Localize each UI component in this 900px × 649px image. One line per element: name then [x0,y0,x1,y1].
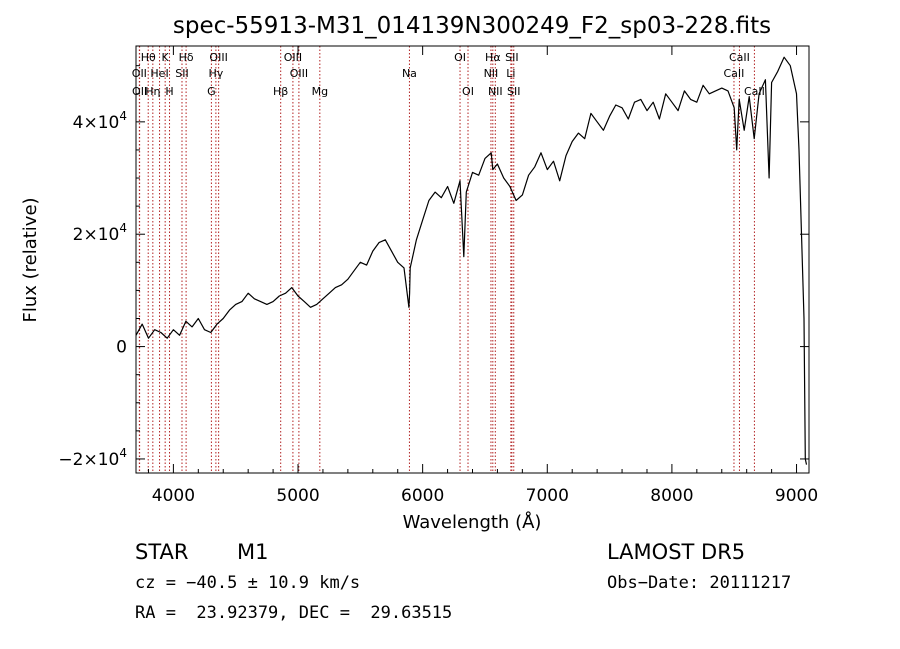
x-tick-label: 6000 [401,486,444,506]
spectral-line-label: SII [175,67,188,80]
y-axis: −2×104 0 2×104 4×104 [58,65,809,470]
spectral-line-label: H [165,85,173,98]
spectrum-line [135,56,808,465]
spectral-line-label: NII [484,67,499,80]
plot-frame [135,45,810,474]
object-subclass: M1 [237,540,269,564]
y-tick-label: 0 [116,338,127,358]
spectral-line-label: OIII [290,67,308,80]
spectral-line-label: Hη [145,85,160,98]
spectral-line-label: Mg [312,85,328,98]
plot-series [135,56,808,465]
spectral-line-label: G [207,85,216,98]
x-tick-label: 9000 [775,486,818,506]
object-type: STAR [135,540,189,564]
spectral-line-label: HeI [150,67,168,80]
chart-title: spec-55913-M31_014139N300249_F2_sp03-228… [173,13,771,39]
spectral-line-label: Hβ [273,85,288,98]
spectral-line-label: Li [506,67,515,80]
spectral-line-label: Hγ [208,67,223,80]
spectral-line-label: OIII [284,51,302,64]
spectral-line-label: CaII [729,51,750,64]
spectral-line-label: Hδ [179,51,194,64]
y-axis-label: Flux (relative) [20,197,41,322]
spectral-line-label: SII [505,51,518,64]
spectral-line-label: CaII [744,85,765,98]
x-axis: 4000 5000 6000 7000 8000 9000 [147,46,818,506]
spectral-line-label: OI [454,51,466,64]
spectral-line-label: Hα [485,51,501,64]
spectral-line-label: Hθ [141,51,156,64]
spectral-line-label: K [162,51,170,64]
spectral-line-label: NII [488,85,503,98]
x-axis-label: Wavelength (Å) [403,511,542,533]
spectral-line-label: OIII [209,51,227,64]
x-tick-label: 5000 [276,486,319,506]
spectral-line-label: OII [132,67,147,80]
spectral-line-label: CaII [724,67,745,80]
spectral-line-label: Na [402,67,417,80]
observation-date: Obs−Date: 20111217 [607,573,792,593]
spectral-line-label: OI [462,85,474,98]
redshift-velocity: cz = −40.5 ± 10.9 km/s [135,573,361,593]
spectral-line-label: SII [507,85,520,98]
x-tick-label: 8000 [650,486,693,506]
spectral-line-markers [138,46,755,473]
ra-dec-coordinates: RA = 23.92379, DEC = 29.63515 [135,603,453,623]
x-tick-label: 4000 [152,486,195,506]
y-tick-label: 2×104 [73,221,127,245]
y-tick-label: −2×104 [58,446,127,470]
survey-name: LAMOST DR5 [607,540,746,564]
x-tick-label: 7000 [526,486,569,506]
y-tick-label: 4×104 [73,109,127,133]
